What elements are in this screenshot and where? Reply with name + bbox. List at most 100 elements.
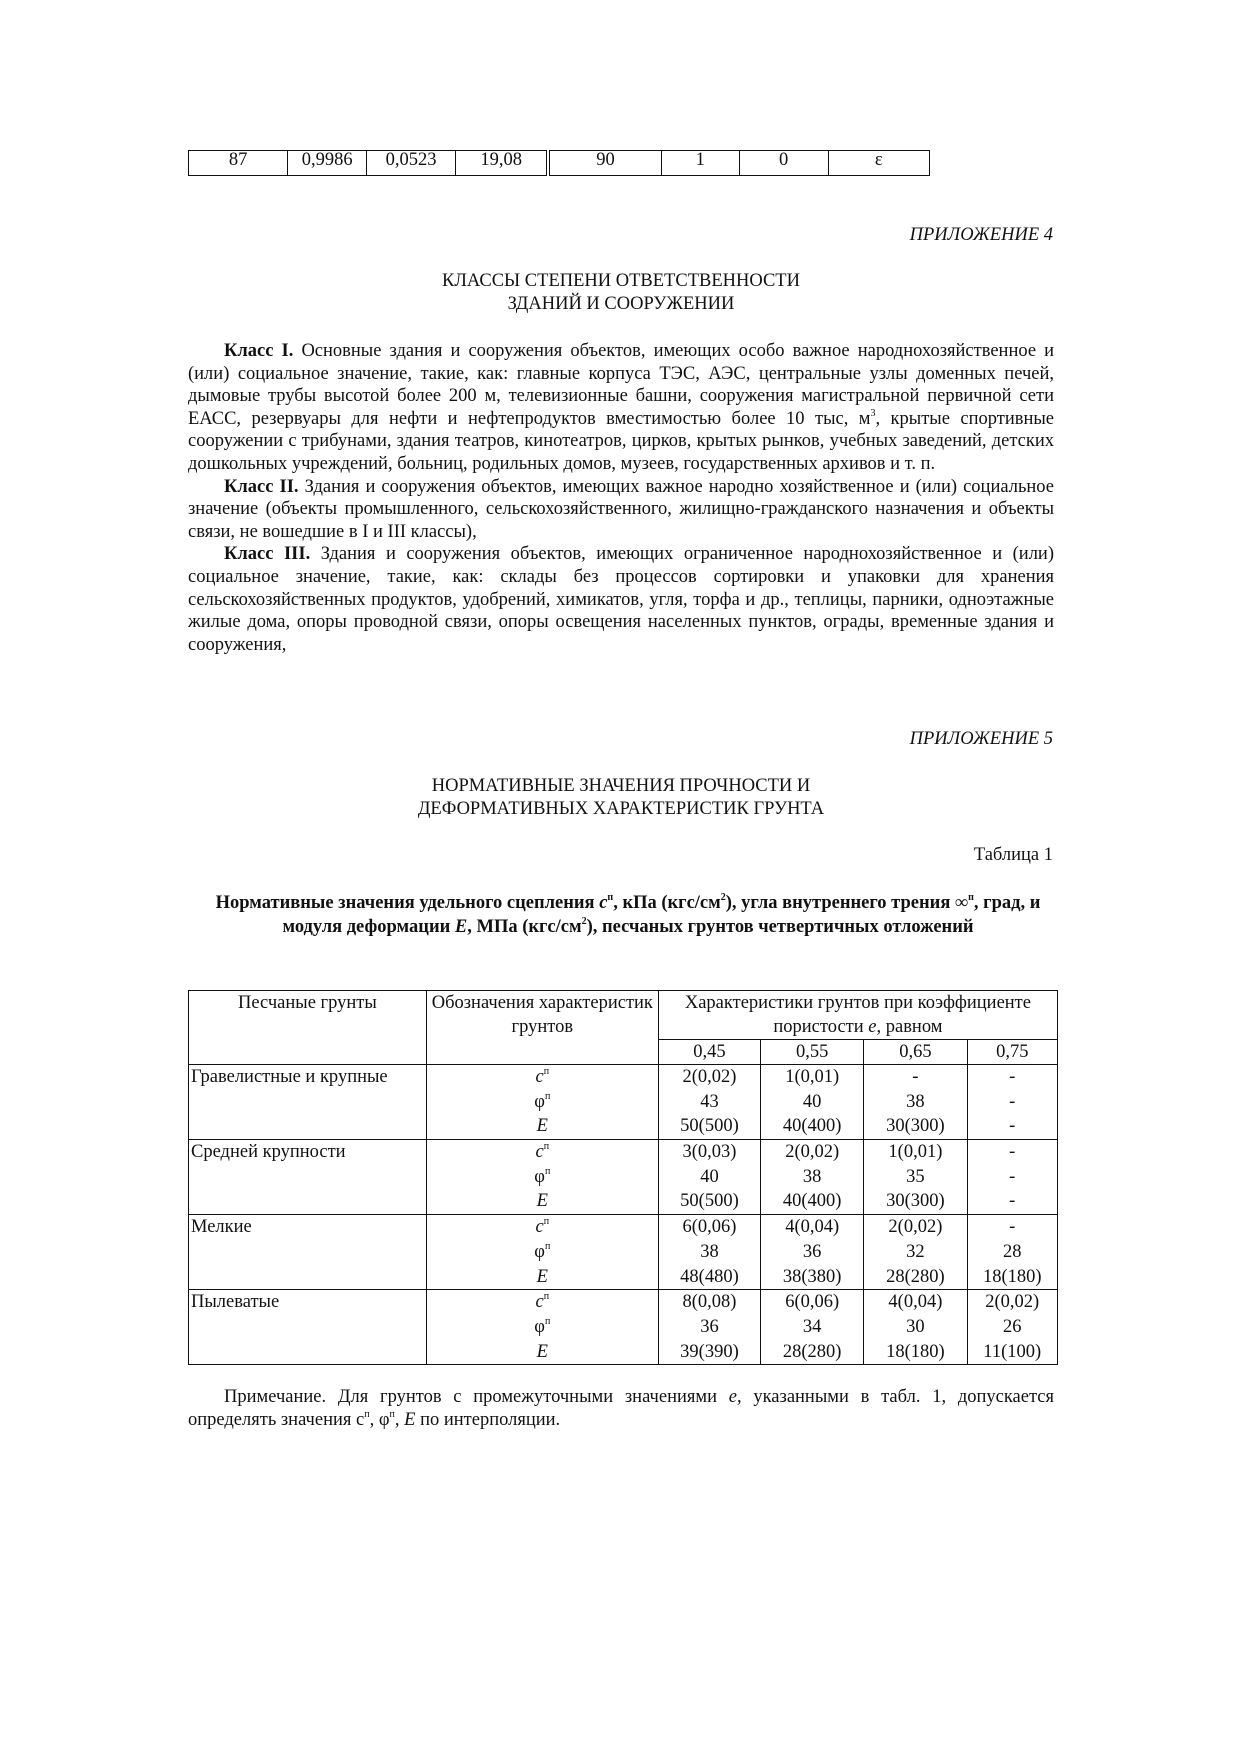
soil-name: Мелкие xyxy=(188,1214,427,1291)
symbol-char: φ xyxy=(534,1241,545,1262)
symbol-char: φ xyxy=(534,1091,545,1112)
value: 6(0,06) xyxy=(785,1292,840,1313)
value-cell: - 38 30(300) xyxy=(863,1063,968,1141)
paragraph-text: Здания и сооружения объектов, имеющих ог… xyxy=(188,544,1054,655)
symbol-cell: cп φ п E xyxy=(425,1214,659,1291)
class-1-paragraph: Класс I. Основные здания и сооружения об… xyxy=(188,340,1054,476)
soil-name: Средней крупности xyxy=(188,1139,427,1216)
symbol-char: E xyxy=(536,1266,548,1287)
header-symbols: Обозначения характеристик грунтов xyxy=(425,990,659,1065)
value-cell: 6(0,06) 38 48(480) xyxy=(657,1214,762,1291)
superscript: п xyxy=(544,1090,551,1102)
appendix-4-title: КЛАССЫ СТЕПЕНИ ОТВЕТСТВЕННОСТИ ЗДАНИЙ И … xyxy=(188,270,1054,316)
header-characteristics: Характеристики грунтов при коэффициенте … xyxy=(657,990,1059,1040)
value: 32 xyxy=(906,1241,925,1262)
table-row: Пылеватые cп φп E 8(0,08) 36 39(390) 6(0,06) 34 2… xyxy=(188,1289,1058,1366)
superscript: 2 xyxy=(720,892,726,903)
value: 40(400) xyxy=(782,1116,842,1137)
header-text: Характеристики грунтов при коэффициенте … xyxy=(684,993,1031,1037)
soil-characteristics-table: Песчаные грунты Обозначения характеристи… xyxy=(188,990,1059,1366)
symbol-char: c xyxy=(535,1292,544,1313)
value: - xyxy=(1009,1067,1016,1087)
appendix-5-label: ПРИЛОЖЕНИЕ 5 xyxy=(909,729,1053,749)
value: 50(500) xyxy=(680,1116,739,1137)
value: 1(0,01) xyxy=(785,1067,840,1087)
value-cell: 4(0,04) 36 38(380) xyxy=(760,1214,865,1291)
header-porosity: 0,75 xyxy=(966,1039,1058,1065)
title-symbol: c xyxy=(599,893,608,913)
symbol-cell: cп φп E xyxy=(425,1063,659,1141)
title-text: Нормативные значения удельного сцепления xyxy=(215,893,600,913)
value: 18(180) xyxy=(886,1341,945,1362)
symbol-char: φ xyxy=(534,1316,545,1337)
value: - xyxy=(1009,1116,1016,1137)
table-cell: ε xyxy=(827,150,931,176)
title-line: ЗДАНИЙ И СООРУЖЕНИИ xyxy=(507,294,735,314)
symbol-cell: cп φп E xyxy=(425,1139,659,1216)
value-cell: 8(0,08) 36 39(390) xyxy=(657,1289,762,1366)
value: 40 xyxy=(700,1166,719,1187)
value: 48(480) xyxy=(680,1266,739,1287)
value-cell: 2(0,02) 43 50(500) xyxy=(657,1063,762,1141)
superscript: 3 xyxy=(870,407,876,419)
value-cell: 2(0,02) 38 40(400) xyxy=(760,1139,865,1216)
note-text: , указанными в табл. 1, допускается опре… xyxy=(188,1387,1055,1430)
value: 28(280) xyxy=(782,1341,842,1362)
symbol-cell: cп φп E xyxy=(425,1289,659,1366)
note-text: , xyxy=(394,1410,405,1430)
table-row: Средней крупности cп φп E 3(0,03) 40 50(500) 2(… xyxy=(188,1139,1058,1216)
symbol-char: c xyxy=(535,1067,544,1087)
superscript: п xyxy=(543,1216,550,1228)
value: 30 xyxy=(906,1316,925,1337)
value-cell: - - - xyxy=(966,1139,1058,1216)
class-label: Класс I. xyxy=(224,341,294,361)
table-cell: 0,9986 xyxy=(287,150,368,176)
table-row: Мелкие cп φ п E 6(0,06) 38 48(480) 4(0,04) 36 38(3… xyxy=(188,1214,1058,1291)
value: - xyxy=(1009,1091,1016,1112)
superscript: п xyxy=(364,1409,370,1420)
class-3-paragraph: Класс III. Здания и сооружения объектов,… xyxy=(188,543,1054,656)
title-text: , МПа (кгс/см xyxy=(467,917,582,937)
symbol: φп xyxy=(427,1165,658,1190)
value: 28 xyxy=(1003,1241,1022,1262)
value: - xyxy=(1009,1142,1016,1163)
value-cell: 2(0,02) 26 11(100) xyxy=(966,1289,1058,1366)
value: 34 xyxy=(802,1316,822,1337)
symbol-char: c xyxy=(535,1142,544,1163)
note-symbol: E xyxy=(404,1410,416,1430)
value: 36 xyxy=(700,1316,719,1337)
header-porosity: 0,65 xyxy=(863,1039,968,1065)
symbol: E xyxy=(427,1265,658,1290)
table-note: Примечание. Для грунтов с промежуточными… xyxy=(188,1386,1054,1432)
value: 1(0,01) xyxy=(888,1142,943,1163)
note-text: , φ xyxy=(369,1410,390,1430)
table-cell: 0,0523 xyxy=(366,150,457,176)
continued-table-row: 87 0,9986 0,0523 19,08 90 1 0 ε xyxy=(187,150,931,176)
value: 8(0,08) xyxy=(682,1292,737,1313)
note-text: Примечание. Для грунтов с промежуточными… xyxy=(224,1387,729,1407)
superscript: п xyxy=(543,1066,550,1077)
superscript: п xyxy=(389,1409,395,1420)
value: - xyxy=(1009,1217,1016,1238)
value-cell: 1(0,01) 40 40(400) xyxy=(760,1063,865,1141)
table-cell: 87 xyxy=(187,150,289,176)
value: 38(380) xyxy=(782,1266,842,1287)
table-cell: 0 xyxy=(738,150,829,176)
superscript: п xyxy=(968,892,974,903)
symbol: cп xyxy=(427,1140,658,1165)
soil-name: Гравелистные и крупные xyxy=(188,1063,427,1141)
title-text: ), песчаных грунтов четвертичных отложен… xyxy=(586,917,974,937)
value-cell: - 28 18(180) xyxy=(966,1214,1058,1291)
responsibility-classes: Класс I. Основные здания и сооружения об… xyxy=(188,340,1054,656)
header-symbol: e xyxy=(868,1017,877,1037)
value: 40 xyxy=(802,1091,822,1112)
value-cell: 2(0,02) 32 28(280) xyxy=(863,1214,968,1291)
class-label: Класс III. xyxy=(224,544,311,565)
table-cell: 1 xyxy=(660,150,740,176)
value: 43 xyxy=(700,1091,719,1112)
symbol: cп xyxy=(427,1215,658,1240)
symbol: E xyxy=(427,1340,658,1365)
value: 39(390) xyxy=(680,1341,739,1362)
superscript: п xyxy=(607,892,614,903)
header-text: , равном xyxy=(876,1017,943,1037)
